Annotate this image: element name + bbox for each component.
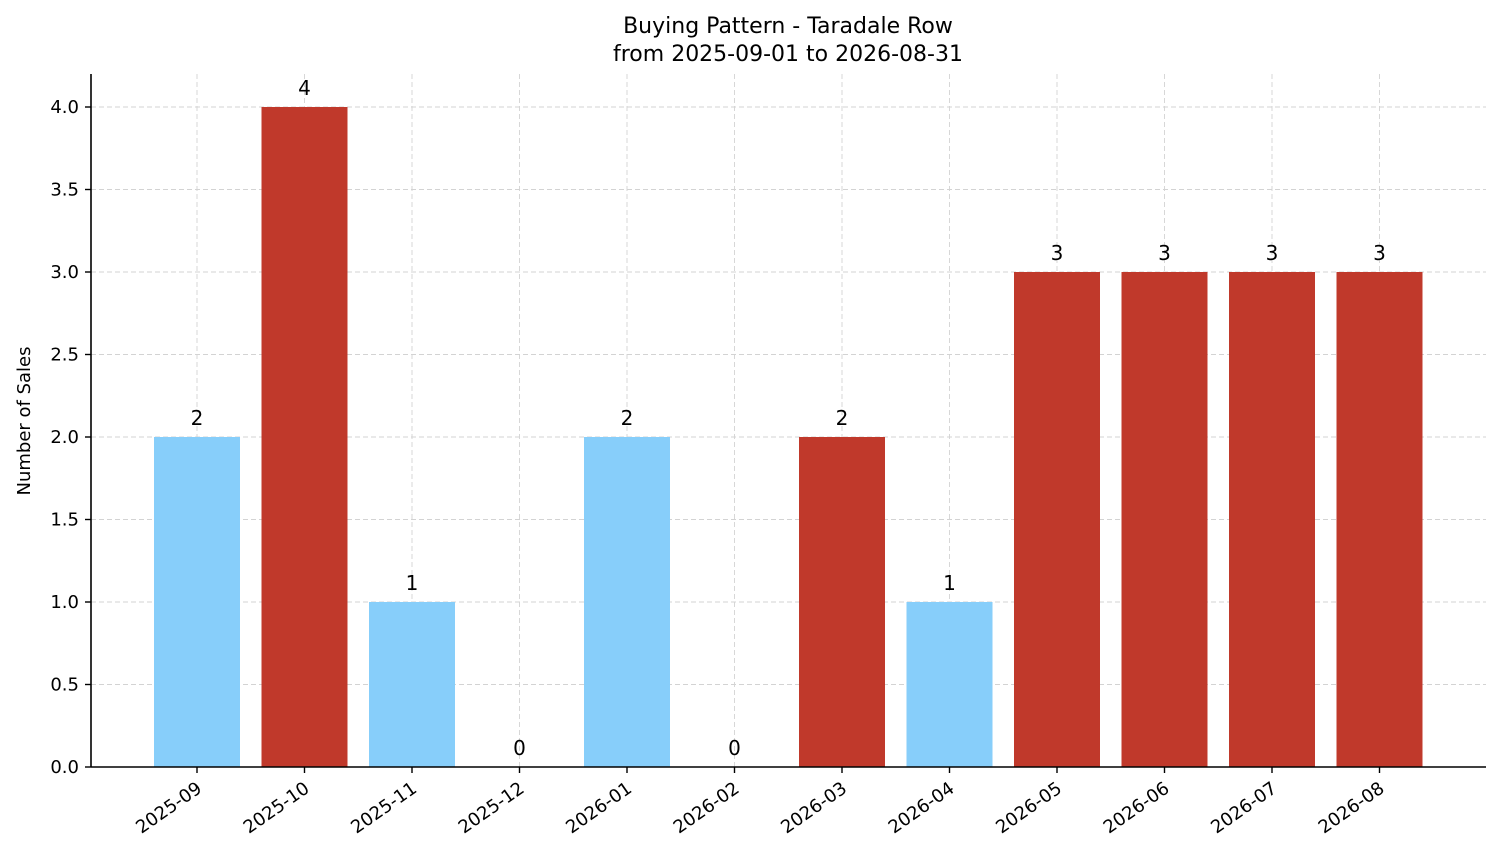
bar bbox=[154, 437, 240, 767]
x-tick-label: 2025-09 bbox=[132, 778, 206, 838]
bar bbox=[1121, 272, 1208, 767]
x-tick-label: 2026-05 bbox=[992, 778, 1066, 838]
x-tick-label: 2026-04 bbox=[885, 778, 959, 838]
data-label: 0 bbox=[513, 736, 526, 760]
y-tick-label: 0.5 bbox=[50, 675, 79, 696]
data-label: 0 bbox=[728, 736, 741, 760]
bar bbox=[906, 602, 993, 767]
y-tick-label: 3.0 bbox=[50, 262, 79, 283]
data-label: 2 bbox=[191, 406, 204, 430]
bar bbox=[369, 602, 455, 767]
y-tick-label: 1.5 bbox=[50, 510, 79, 531]
data-label: 2 bbox=[836, 406, 849, 430]
y-tick-label: 2.0 bbox=[50, 427, 79, 448]
x-tick-label: 2026-08 bbox=[1315, 778, 1389, 838]
data-label: 1 bbox=[943, 571, 956, 595]
x-tick-label: 2025-12 bbox=[455, 778, 529, 838]
bar bbox=[799, 437, 885, 767]
bar bbox=[1336, 272, 1423, 767]
bar bbox=[1229, 272, 1315, 767]
data-labels-layer: 2 4 1 0 2 0 2 1 3 3 3 3 bbox=[191, 76, 1386, 760]
y-tick-label: 3.5 bbox=[50, 180, 79, 201]
x-tick-label: 2026-07 bbox=[1207, 778, 1281, 838]
x-tick-label: 2026-06 bbox=[1100, 778, 1174, 838]
data-label: 3 bbox=[1051, 241, 1064, 265]
y-tick-label: 2.5 bbox=[50, 345, 79, 366]
bar bbox=[261, 107, 348, 767]
x-tick-label: 2026-01 bbox=[562, 778, 636, 838]
y-tick-label: 4.0 bbox=[50, 97, 79, 118]
y-tick-label: 0.0 bbox=[50, 757, 79, 778]
y-tick-label: 1.0 bbox=[50, 592, 79, 613]
data-label: 3 bbox=[1373, 241, 1386, 265]
data-label: 3 bbox=[1158, 241, 1171, 265]
y-axis-label: Number of Sales bbox=[14, 346, 35, 495]
x-tick-label: 2025-11 bbox=[347, 778, 421, 838]
bars-layer bbox=[154, 107, 1423, 767]
x-tick-label: 2026-02 bbox=[670, 778, 744, 838]
x-tick-label: 2026-03 bbox=[777, 778, 851, 838]
data-label: 2 bbox=[621, 406, 634, 430]
chart-subtitle: from 2025-09-01 to 2026-08-31 bbox=[613, 42, 963, 67]
x-tick-label: 2025-10 bbox=[240, 778, 314, 838]
bar bbox=[1014, 272, 1100, 767]
data-label: 4 bbox=[298, 76, 311, 100]
bar bbox=[584, 437, 670, 767]
data-label: 1 bbox=[406, 571, 419, 595]
data-label: 3 bbox=[1266, 241, 1279, 265]
chart-title: Buying Pattern - Taradale Row bbox=[623, 14, 953, 39]
